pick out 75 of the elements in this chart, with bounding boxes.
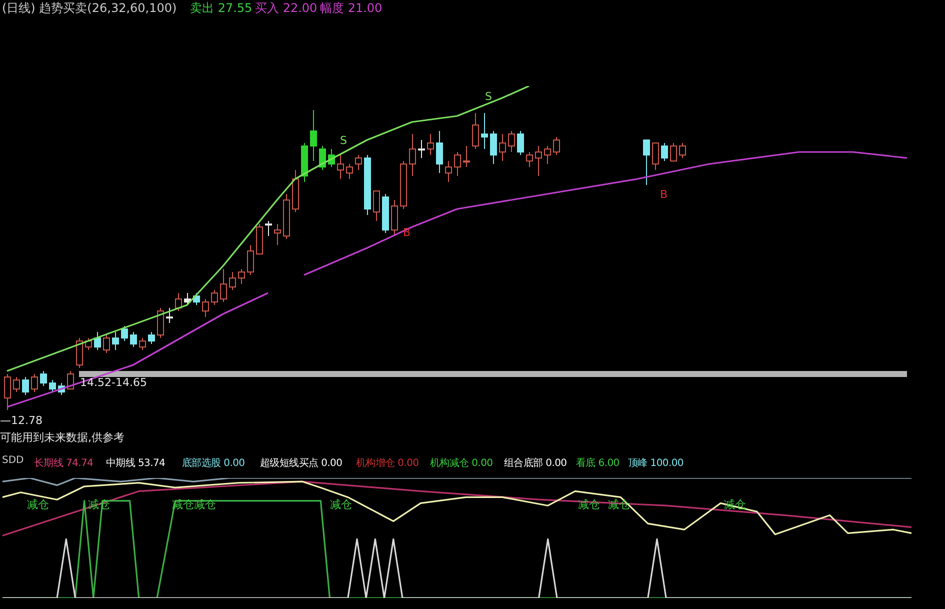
candlestick xyxy=(238,268,245,284)
candlestick xyxy=(490,130,497,164)
candlestick xyxy=(679,142,686,158)
candlestick xyxy=(472,112,479,150)
candlestick xyxy=(661,142,668,162)
candlestick xyxy=(310,110,317,162)
candlestick xyxy=(517,130,524,156)
candlestick xyxy=(112,332,119,350)
candlestick xyxy=(121,326,128,342)
text: S xyxy=(485,90,492,103)
annotation: B xyxy=(660,188,668,201)
candlestick xyxy=(220,268,227,302)
candlestick xyxy=(103,334,110,354)
candlestick xyxy=(544,146,551,164)
candlestick xyxy=(247,244,254,276)
candlestick xyxy=(670,142,677,162)
text: 长期线 74.74 xyxy=(34,456,94,470)
candlestick xyxy=(31,374,38,392)
candlestick xyxy=(274,224,281,246)
candlestick xyxy=(652,142,659,170)
text: 买入 22.00 xyxy=(255,0,318,17)
candlestick xyxy=(454,152,461,176)
candlestick xyxy=(139,338,146,350)
candlestick xyxy=(463,146,470,168)
candlestick xyxy=(427,134,434,156)
candlestick xyxy=(445,160,452,182)
text: 底部选股 0.00 xyxy=(182,456,245,470)
candlestick xyxy=(211,290,218,306)
text: 中期线 53.74 xyxy=(106,456,166,470)
candlestick xyxy=(436,130,443,174)
candlestick xyxy=(481,112,488,150)
candlestick xyxy=(148,332,155,344)
candlestick xyxy=(526,152,533,168)
candlestick xyxy=(4,374,11,410)
text: —12.78 xyxy=(0,414,42,427)
candlestick xyxy=(643,140,650,186)
candlestick xyxy=(49,380,56,392)
candlestick xyxy=(535,146,542,176)
text: 卖出 27.55 xyxy=(190,0,252,17)
candlestick xyxy=(508,130,515,152)
candlestick xyxy=(13,376,20,392)
text: 超级短线买点 0.00 xyxy=(260,456,342,470)
text: 顶峰 100.00 xyxy=(628,457,684,470)
candlestick xyxy=(391,200,398,236)
candlestick xyxy=(202,298,209,318)
candlestick xyxy=(265,220,272,236)
candlestick xyxy=(499,134,506,162)
annotation: 减仓 xyxy=(27,497,49,512)
candlestick xyxy=(40,370,47,386)
candlestick xyxy=(229,272,236,290)
candlestick xyxy=(409,134,416,176)
text: 可能用到未来数据,供参考 xyxy=(0,430,124,445)
text: 机构减仓 0.00 xyxy=(430,456,493,470)
candlestick xyxy=(418,140,425,158)
annotation: 14.52-14.65 xyxy=(80,376,147,389)
annotation: B xyxy=(403,226,411,239)
chart-title: (日线) 趋势买卖(26,32,60,100) xyxy=(2,0,177,17)
candlestick xyxy=(337,154,344,180)
text: 幅度 21.00 xyxy=(320,0,382,17)
chart-title: SDD xyxy=(2,455,24,466)
candlestick xyxy=(157,308,164,338)
annotation: 减仓 xyxy=(330,497,352,512)
annotation: S xyxy=(340,134,347,147)
candlestick xyxy=(22,376,29,396)
text: 看底 6.00 xyxy=(576,456,620,470)
text: 机构增仓 0.00 xyxy=(356,456,419,470)
candlestick xyxy=(130,332,137,348)
candlestick xyxy=(346,164,353,180)
candlestick xyxy=(76,338,83,368)
candlestick xyxy=(355,154,362,170)
text: 组合底部 0.00 xyxy=(504,456,567,470)
candlestick xyxy=(94,332,101,350)
candlestick xyxy=(553,136,560,156)
candlestick xyxy=(166,308,173,324)
candlestick xyxy=(373,190,380,222)
